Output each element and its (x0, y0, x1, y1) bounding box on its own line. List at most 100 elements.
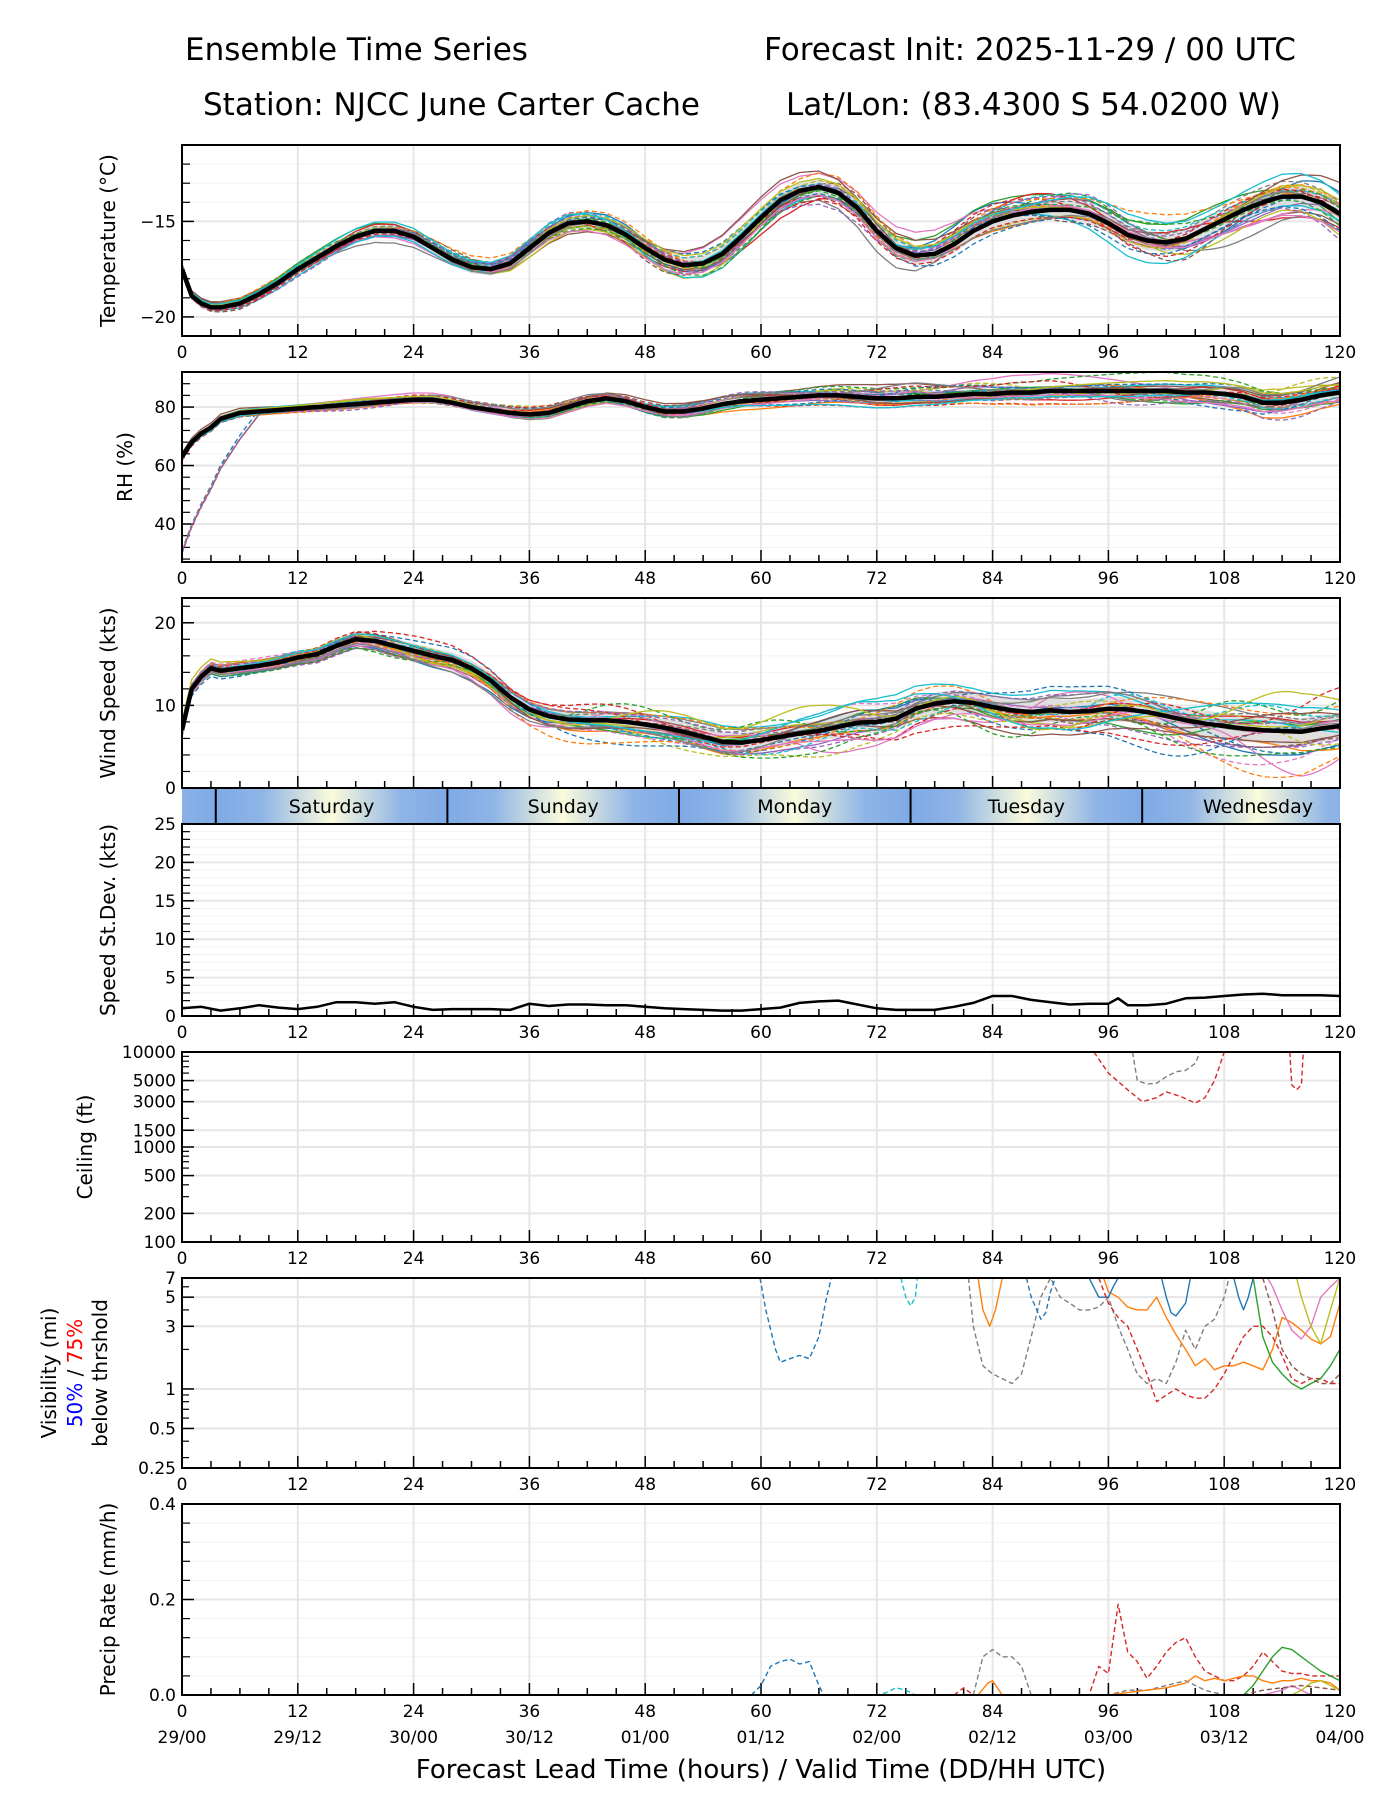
panel-visibility: 0.25 0.5 1 3 57 0 12 24 36 48 60 72 84 96 108 120 Visibi… (37, 1269, 1356, 1495)
x-tick-label: 36 (519, 1249, 541, 1269)
series-member-green (1252, 1278, 1340, 1390)
x-tick-label: 0 (177, 1475, 188, 1495)
ensemble-member-line (182, 630, 1340, 748)
x-tick-label: 108 (1208, 1023, 1240, 1043)
ensemble-spread-band (182, 179, 1340, 313)
y-tick-label: 200 (144, 1204, 176, 1224)
y-axis-label-threshold: below thrshold (88, 1299, 112, 1447)
x-tick-label: 12 (287, 1475, 309, 1495)
plot-area-temperature (182, 170, 1340, 313)
series-member-green (1243, 1646, 1340, 1695)
x-tick-label: 72 (866, 1249, 888, 1269)
x-tick-label: 60 (750, 1023, 772, 1043)
x-tick-label: 36 (519, 569, 541, 589)
panel-rh: 40 60 80 0 12 24 36 48 60 72 84 96 108 120 RH (%) (113, 371, 1356, 589)
plot-area-speed_stdev (182, 992, 1340, 1012)
series-member-olive (1291, 1680, 1340, 1695)
x-valid-time-label: 04/00 (1316, 1728, 1365, 1748)
series-member-red-dashed (953, 1603, 1340, 1695)
y-axis-label: Ceiling (ft) (73, 1095, 97, 1200)
x-tick-label: 84 (982, 1702, 1004, 1722)
x-tick-label: 120 (1324, 1702, 1356, 1722)
panel-wind_speed: 0 10 20 Wind Speed (kts) (96, 597, 1341, 799)
y-tick-label: 10 (154, 696, 176, 716)
series-member-blue-dashed (759, 1278, 833, 1363)
ensemble-member-line (182, 642, 1340, 754)
x-tick-label: 24 (403, 1702, 425, 1722)
series-member-red (1093, 1052, 1225, 1104)
y-axis-label: Speed St.Dev. (kts) (96, 824, 120, 1016)
day-band-segment (910, 788, 1143, 824)
plot-area-rh (182, 372, 1340, 554)
day-band-segment (215, 788, 448, 824)
y-axis-label-percent: 50% / 75% (63, 1319, 87, 1427)
x-axis-label: Forecast Lead Time (hours) / Valid Time … (416, 1755, 1106, 1785)
x-valid-time-label: 29/00 (158, 1728, 207, 1748)
x-tick-label: 48 (634, 569, 656, 589)
y-axis-label: Wind Speed (kts) (96, 607, 120, 778)
y-tick-label: 0 (165, 1007, 176, 1027)
day-band-segment (678, 788, 911, 824)
ensemble-spread-band (182, 632, 1340, 753)
ensemble-member-line (182, 380, 1340, 458)
day-label-wednesday: Wednesday (1203, 796, 1313, 818)
y-tick-label: 1 (165, 1380, 176, 1400)
x-tick-label: 48 (634, 1023, 656, 1043)
series-member-olive (1295, 1278, 1340, 1345)
x-tick-label: 96 (1098, 1702, 1120, 1722)
ensemble-mean-line (182, 184, 1340, 310)
y-tick-label: 15 (154, 892, 176, 912)
series-member-gray-dashed (967, 1278, 1230, 1385)
ensemble-member-line (182, 180, 1340, 307)
series-member-blue-dashed (750, 1658, 825, 1695)
x-tick-label: 36 (519, 1702, 541, 1722)
x-tick-label: 96 (1098, 343, 1120, 363)
x-tick-label: 60 (750, 1702, 772, 1722)
series-member-gray (1131, 1052, 1201, 1085)
x-valid-time-label: 01/12 (737, 1728, 786, 1748)
x-tick-label: 12 (287, 1023, 309, 1043)
y-tick-label: 20 (154, 853, 176, 873)
series-member-red-2 (1289, 1052, 1304, 1091)
x-tick-label: 84 (982, 343, 1004, 363)
ensemble-member-line (182, 383, 1340, 551)
plot-area-precip_rate (750, 1603, 1340, 1695)
x-tick-label: 96 (1098, 569, 1120, 589)
vis-75-label: 75% (63, 1319, 87, 1363)
y-tick-label: −20 (140, 308, 176, 328)
x-tick-label: 0 (177, 1249, 188, 1269)
x-tick-label: 24 (403, 1023, 425, 1043)
axes-frame (181, 597, 1341, 789)
x-tick-label: 36 (519, 1023, 541, 1043)
y-axis-label: Visibility (mi) (37, 1308, 61, 1439)
axes-frame (181, 1051, 1341, 1243)
stdev-line (182, 992, 1340, 1012)
x-tick-label: 120 (1324, 569, 1356, 589)
series-member-orange (977, 1278, 1340, 1371)
x-tick-label: 108 (1208, 1475, 1240, 1495)
x-tick-label: 60 (750, 569, 772, 589)
y-tick-label: 0.25 (138, 1459, 176, 1479)
axes-frame (181, 371, 1341, 563)
x-tick-label: 84 (982, 1475, 1004, 1495)
x-tick-label: 72 (866, 569, 888, 589)
y-tick-label: 5000 (133, 1072, 176, 1092)
x-valid-time-label: 02/12 (968, 1728, 1017, 1748)
y-tick-label: 0.4 (149, 1495, 176, 1515)
x-valid-time-label: 02/00 (852, 1728, 901, 1748)
y-axis-label: Temperature (°C) (96, 154, 120, 328)
x-valid-time-label: 30/12 (505, 1728, 554, 1748)
x-tick-label: 84 (982, 1023, 1004, 1043)
series-member-brown-dashed (1262, 1278, 1340, 1385)
y-tick-label: 20 (154, 614, 176, 634)
axes-frame (181, 144, 1341, 337)
x-tick-label: 72 (866, 1023, 888, 1043)
x-tick-label: 60 (750, 343, 772, 363)
y-tick-label: 40 (154, 515, 176, 535)
y-axis-label: RH (%) (113, 432, 137, 502)
series-member-brown-dashed (1243, 1684, 1340, 1695)
x-tick-label: 12 (287, 569, 309, 589)
x-tick-label: 12 (287, 1702, 309, 1722)
